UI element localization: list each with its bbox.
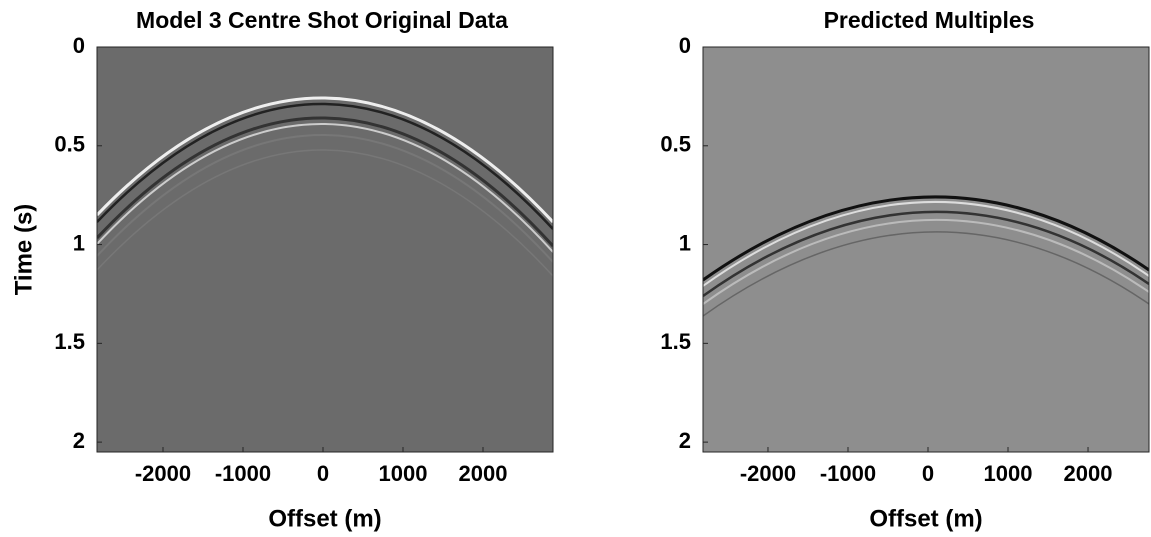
y-tick-label: 2 [679, 428, 691, 453]
x-tick-label: 1000 [379, 461, 428, 486]
x-axis-label: Offset (m) [869, 505, 982, 532]
seismic-event [703, 200, 1149, 287]
y-tick-label: 0.5 [660, 132, 691, 157]
axes-frame [702, 46, 1150, 453]
x-tick-label: 0 [922, 461, 934, 486]
panel: -2000 -1000 0 1000 2000 0 0.5 1 1.5 2 Model 3 Cent… [10, 7, 554, 532]
x-tick-label: 2000 [1064, 461, 1113, 486]
seismic-event [703, 210, 1149, 298]
seismic-event [703, 231, 1149, 317]
seismic-event [97, 102, 553, 230]
seismic-events [97, 96, 553, 277]
seismic-event [97, 149, 553, 277]
seismic-event [97, 96, 553, 224]
x-tick-label: -2000 [740, 461, 796, 486]
chart-title: Predicted Multiples [824, 7, 1035, 33]
x-tick-label: -1000 [215, 461, 271, 486]
x-tick-label: 2000 [459, 461, 508, 486]
x-tick-label: -1000 [820, 461, 876, 486]
y-tick-label: 1.5 [54, 329, 85, 354]
y-tick-label: 1 [679, 230, 691, 255]
seismic-event [97, 123, 553, 253]
seismic-events [703, 195, 1149, 317]
y-tick-label: 0 [679, 33, 691, 58]
seismic-event [97, 134, 553, 263]
panel: -2000 -1000 0 1000 2000 0 0.5 1 1.5 2 Predicted Mu… [660, 7, 1150, 532]
y-tick-label: 1.5 [660, 329, 691, 354]
seismic-event [703, 218, 1149, 305]
image-background [703, 47, 1149, 452]
x-tick-label: 1000 [984, 461, 1033, 486]
seismic-event [703, 195, 1149, 282]
seismic-event [97, 116, 553, 248]
image-background [97, 47, 553, 452]
axes-frame [96, 46, 554, 453]
x-tick-label: -2000 [135, 461, 191, 486]
y-tick-label: 1 [73, 230, 85, 255]
y-tick-label: 2 [73, 428, 85, 453]
x-tick-label: 0 [317, 461, 329, 486]
x-axis-label: Offset (m) [268, 505, 381, 532]
chart-title: Model 3 Centre Shot Original Data [136, 7, 508, 33]
y-tick-label: 0 [73, 33, 85, 58]
y-axis-label: Time (s) [10, 204, 37, 296]
y-tick-label: 0.5 [54, 132, 85, 157]
